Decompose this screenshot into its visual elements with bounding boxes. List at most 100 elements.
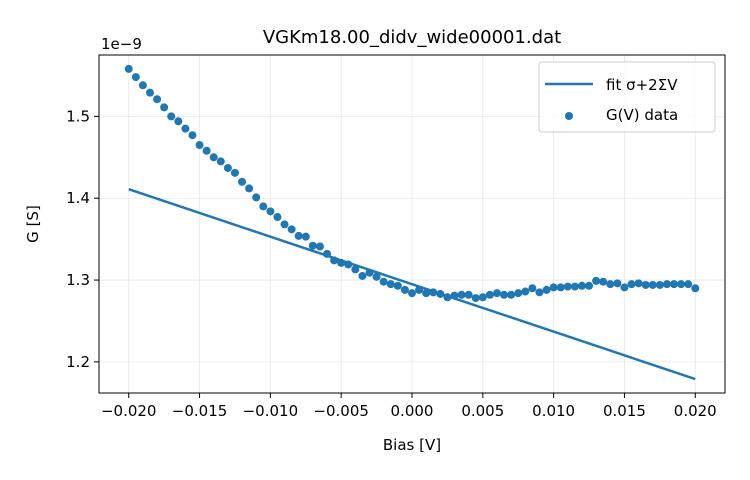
data-point (230, 168, 239, 177)
data-point (273, 213, 282, 222)
data-point (408, 289, 416, 298)
data-point (294, 231, 303, 240)
fit-series (128, 188, 696, 381)
data-point (124, 64, 133, 73)
data-point (238, 177, 247, 186)
data-point (301, 232, 310, 241)
data-point (344, 260, 353, 269)
data-point (280, 220, 289, 229)
y-axis-title: G [S] (24, 205, 42, 243)
data-point (415, 285, 424, 294)
data-point (599, 277, 608, 286)
data-point (620, 283, 629, 292)
data-point (691, 284, 700, 293)
chart-title: VGKm18.00_didv_wide00001.dat (263, 27, 561, 48)
data-point (308, 241, 317, 250)
data-point (585, 281, 594, 290)
x-tick-label: −0.010 (243, 402, 299, 420)
data-point (337, 258, 346, 267)
data-point (131, 73, 140, 82)
data-point (507, 290, 516, 299)
x-axis-title: Bias [V] (383, 436, 441, 454)
data-point (492, 289, 501, 298)
data-point (153, 95, 162, 104)
data-point (478, 293, 487, 302)
data-point (662, 280, 671, 289)
data-point (266, 207, 275, 216)
y-tick-label: 1.3 (66, 271, 90, 289)
data-point (400, 285, 409, 294)
data-point (386, 280, 395, 289)
data-point (556, 283, 565, 292)
data-point (209, 153, 218, 162)
data-point (563, 282, 572, 291)
data-point (535, 288, 544, 297)
data-point (259, 202, 268, 211)
data-point (436, 289, 445, 298)
x-tick-label: 0.000 (391, 402, 434, 420)
x-tick-label: −0.005 (313, 402, 369, 420)
data-point (202, 146, 211, 155)
x-tick-label: −0.020 (101, 402, 157, 420)
legend-fit-label: fit σ+2ΣV (606, 76, 678, 94)
data-point (195, 141, 204, 150)
data-point (245, 184, 254, 193)
data-point (138, 81, 147, 90)
x-tick-label: 0.010 (532, 402, 575, 420)
x-tick-label: 0.005 (461, 402, 504, 420)
data-point (627, 280, 636, 289)
data-point (577, 281, 586, 290)
x-tick-label: 0.020 (674, 402, 717, 420)
data-point (606, 280, 615, 289)
data-point (351, 265, 360, 274)
data-point (287, 225, 296, 234)
data-point (464, 290, 473, 299)
data-point (570, 282, 579, 291)
x-tick-label: −0.015 (172, 402, 228, 420)
y-axis: 1.2 1.3 1.4 1.5 (66, 107, 99, 371)
legend-frame (538, 61, 716, 133)
data-point (471, 294, 480, 303)
y-tick-label: 1.2 (66, 353, 90, 371)
data-point (684, 280, 693, 289)
data-point (648, 280, 657, 289)
data-point (330, 256, 339, 265)
data-point (323, 249, 332, 258)
y-offset-text: 1e−9 (101, 35, 142, 53)
data-point (670, 280, 679, 289)
data-point (379, 277, 388, 286)
data-point (677, 280, 686, 289)
data-point (521, 287, 530, 296)
data-point (167, 112, 176, 121)
data-point (160, 103, 169, 112)
fit-line (128, 188, 696, 381)
data-point (315, 242, 324, 251)
data-point (485, 290, 494, 299)
x-tick-label: 0.015 (603, 402, 646, 420)
data-point (188, 131, 197, 140)
data-point (655, 280, 664, 289)
data-point (181, 124, 190, 133)
x-axis: −0.020 −0.015 −0.010 −0.005 0.000 0.005 0.010 0… (101, 393, 717, 420)
data-point (641, 280, 650, 289)
data-point (592, 276, 601, 285)
data-point (549, 283, 558, 292)
data-point (372, 272, 381, 281)
data-point (542, 285, 551, 294)
data-point (422, 289, 431, 298)
data-point (634, 279, 643, 288)
data-point (216, 157, 225, 166)
data-point (145, 88, 154, 97)
data-point (500, 290, 509, 299)
data-point (252, 193, 261, 202)
data-point (174, 117, 183, 126)
data-point (450, 291, 459, 300)
legend: fit σ+2ΣV G(V) data (538, 61, 716, 133)
y-tick-label: 1.5 (66, 107, 90, 125)
data-point (365, 268, 374, 277)
data-point (457, 290, 466, 299)
data-series (124, 64, 700, 303)
y-tick-label: 1.4 (66, 189, 90, 207)
data-point (514, 289, 523, 298)
